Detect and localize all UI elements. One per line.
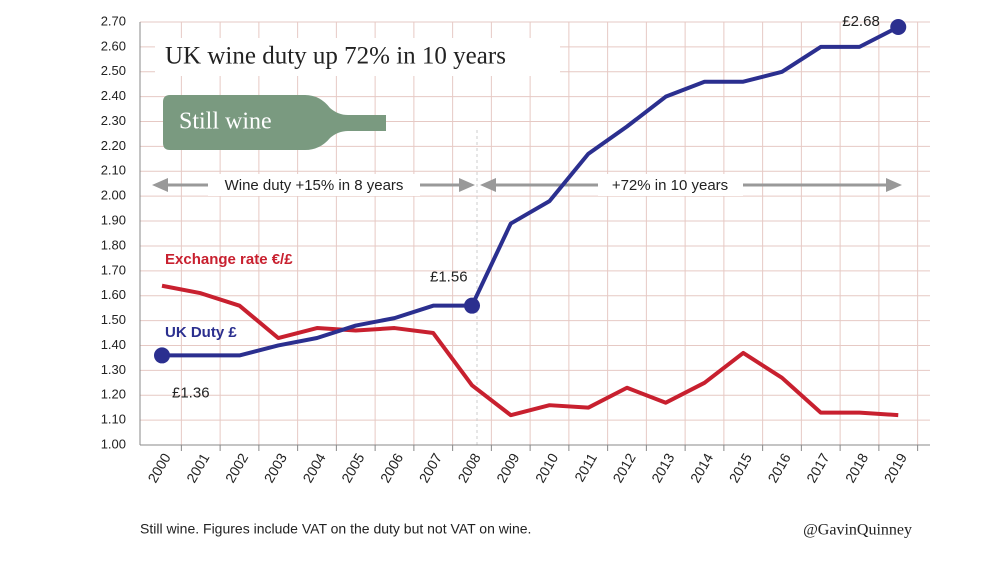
series-line bbox=[161, 283, 899, 418]
bottle bbox=[163, 95, 386, 150]
x-tick-label: 2014 bbox=[687, 450, 717, 485]
annotation-bg bbox=[598, 174, 743, 196]
footnote: Still wine. Figures include VAT on the d… bbox=[140, 521, 531, 537]
y-tick-label: 2.20 bbox=[101, 138, 126, 153]
x-tick-label: 2006 bbox=[377, 450, 407, 485]
x-tick-label: 2004 bbox=[299, 450, 329, 485]
value-label: £1.56 bbox=[430, 269, 468, 286]
x-tick-label: 2001 bbox=[183, 450, 213, 485]
y-tick-label: 1.50 bbox=[101, 312, 126, 327]
annotation-bg bbox=[208, 174, 420, 196]
y-tick-label: 1.30 bbox=[101, 362, 126, 377]
x-tick-label: 2007 bbox=[416, 450, 446, 485]
x-tick-label: 2010 bbox=[532, 450, 562, 485]
point bbox=[464, 297, 480, 314]
series-line bbox=[162, 25, 900, 358]
value-label: £1.36 bbox=[172, 384, 210, 401]
x-tick-label: 2019 bbox=[881, 450, 911, 485]
point bbox=[890, 18, 907, 35]
x-tick-label: 2009 bbox=[493, 450, 523, 485]
series-label: UK Duty £ bbox=[165, 324, 237, 341]
point bbox=[154, 347, 170, 364]
annotation: Wine duty +15% in 8 years bbox=[225, 177, 404, 194]
subtitle: Still wine bbox=[179, 109, 272, 135]
y-tick-label: 2.10 bbox=[101, 163, 126, 178]
x-tick-label: 2000 bbox=[144, 450, 174, 485]
y-tick-label: 2.70 bbox=[101, 13, 126, 28]
x-tick-label: 2013 bbox=[648, 450, 678, 485]
x-tick-label: 2002 bbox=[222, 450, 252, 485]
x-tick-label: 2008 bbox=[454, 450, 484, 485]
y-tick-label: 1.80 bbox=[101, 237, 126, 252]
value-label: £2.68 bbox=[842, 13, 880, 30]
y-tick-label: 1.40 bbox=[101, 337, 126, 352]
y-tick-label: 1.60 bbox=[101, 287, 126, 302]
series-label: Exchange rate €/£ bbox=[165, 251, 293, 268]
grid bbox=[140, 21, 930, 446]
x-tick-label: 2016 bbox=[764, 450, 794, 485]
x-tick-label: 2012 bbox=[609, 450, 639, 485]
y-tick-label: 1.10 bbox=[101, 412, 126, 427]
credit: @GavinQuinney bbox=[803, 522, 912, 539]
y-tick-label: 1.70 bbox=[101, 262, 126, 277]
y-tick-label: 2.30 bbox=[101, 113, 126, 128]
x-tick-label: 2018 bbox=[842, 450, 872, 485]
chart-title: UK wine duty up 72% in 10 years bbox=[165, 43, 506, 70]
x-tick-label: 2011 bbox=[571, 450, 600, 484]
y-tick-label: 1.00 bbox=[101, 436, 126, 451]
y-tick-label: 1.20 bbox=[101, 387, 126, 402]
annotation: +72% in 10 years bbox=[612, 177, 728, 194]
y-tick-label: 2.60 bbox=[101, 38, 126, 53]
y-tick-label: 2.50 bbox=[101, 63, 126, 78]
title-bg bbox=[155, 38, 560, 76]
y-tick-label: 2.00 bbox=[101, 188, 126, 203]
x-tick-label: 2003 bbox=[261, 450, 291, 485]
x-tick-label: 2017 bbox=[803, 450, 833, 485]
y-tick-label: 2.40 bbox=[101, 88, 126, 103]
x-tick-label: 2005 bbox=[338, 450, 368, 485]
y-tick-label: 1.90 bbox=[101, 212, 126, 227]
x-tick-label: 2015 bbox=[726, 450, 756, 485]
